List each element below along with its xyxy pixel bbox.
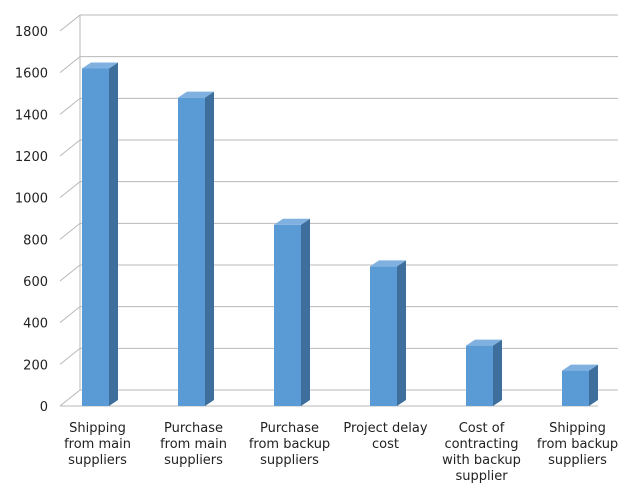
bar-front xyxy=(370,266,397,406)
gridline-depth xyxy=(59,97,81,115)
y-tick-label: 1000 xyxy=(15,192,48,207)
gridline-depth xyxy=(59,14,81,32)
bar xyxy=(274,218,310,406)
bar-top xyxy=(82,62,118,69)
bar-top xyxy=(466,339,502,346)
bar-top xyxy=(178,91,214,98)
bar-side xyxy=(205,91,214,407)
gridline-depth xyxy=(59,139,81,157)
bar-side xyxy=(493,339,502,406)
x-category-label: Project delay cost xyxy=(343,421,427,452)
grid-layer xyxy=(59,14,618,407)
bar xyxy=(178,91,214,407)
x-category-label: Shipping from backup suppliers xyxy=(537,421,618,468)
y-tick-label: 1200 xyxy=(15,150,48,165)
gridline-depth xyxy=(59,222,81,240)
y-tick-label: 800 xyxy=(23,233,48,248)
bar-front xyxy=(562,370,589,406)
gridline-depth xyxy=(59,181,81,199)
bar xyxy=(82,62,118,406)
bar xyxy=(466,339,502,406)
y-tick-label: 600 xyxy=(23,275,48,290)
y-tick-label: 1800 xyxy=(15,25,48,40)
bar-top xyxy=(562,364,598,371)
x-category-label: Purchase from main suppliers xyxy=(160,421,227,468)
gridline-depth xyxy=(59,306,81,324)
x-axis-category-labels: Shipping from main suppliers Purchase from m… xyxy=(64,421,618,484)
bar-front xyxy=(466,345,493,406)
y-tick-label: 400 xyxy=(23,317,48,332)
y-axis-ticks: 0 200 400 600 800 1000 1200 1400 1600 1800 xyxy=(15,25,48,415)
bar-front xyxy=(178,97,205,407)
bar xyxy=(370,260,406,406)
y-tick-label: 200 xyxy=(23,358,48,373)
bar-side xyxy=(301,218,310,406)
bar xyxy=(562,364,598,406)
y-tick-label: 0 xyxy=(40,400,48,415)
x-category-label: Cost of contracting with backup supplier xyxy=(442,421,521,484)
bar-side xyxy=(109,62,118,406)
gridline-depth xyxy=(59,264,81,282)
gridline-depth xyxy=(59,56,81,74)
y-tick-label: 1400 xyxy=(15,108,48,123)
bar-front xyxy=(274,224,301,406)
bar-top xyxy=(370,260,406,267)
gridline-depth xyxy=(59,347,81,365)
gridline-depth xyxy=(59,389,81,407)
x-category-label: Shipping from main suppliers xyxy=(64,421,131,468)
y-tick-label: 1600 xyxy=(15,67,48,82)
bar-front xyxy=(82,68,109,406)
bars xyxy=(82,62,598,407)
bar-top xyxy=(274,218,310,225)
bar-side xyxy=(589,364,598,406)
bar-side xyxy=(397,260,406,406)
x-category-label: Purchase from backup suppliers xyxy=(249,421,330,468)
